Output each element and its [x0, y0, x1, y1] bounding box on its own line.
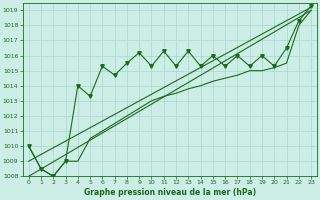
X-axis label: Graphe pression niveau de la mer (hPa): Graphe pression niveau de la mer (hPa): [84, 188, 256, 197]
